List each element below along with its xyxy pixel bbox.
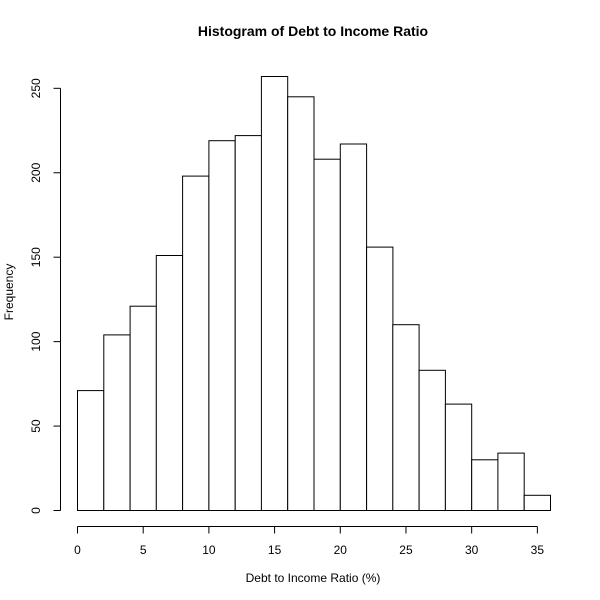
- x-tick-label: 25: [399, 543, 413, 557]
- histogram-bar: [77, 390, 105, 512]
- y-tick-label: 0: [29, 507, 43, 514]
- histogram-bar: [366, 246, 394, 511]
- histogram-bar: [182, 175, 210, 511]
- y-axis: 0 50 100 150 200 250: [29, 78, 61, 514]
- histogram-bar: [234, 135, 262, 511]
- x-tick-label: 35: [531, 543, 545, 557]
- histogram-bar: [392, 324, 420, 512]
- histogram-bar: [287, 96, 315, 512]
- histogram-bar: [155, 255, 184, 511]
- x-tick-label: 15: [268, 543, 282, 557]
- histogram-bar: [339, 143, 368, 511]
- histogram-bar: [471, 459, 499, 511]
- x-tick-label: 0: [74, 543, 81, 557]
- y-axis-label: Frequency: [2, 264, 16, 321]
- x-tick-label: 5: [140, 543, 147, 557]
- x-tick-label: 20: [334, 543, 348, 557]
- x-axis-label: Debt to Income Ratio (%): [246, 571, 381, 585]
- y-tick-label: 50: [29, 419, 43, 433]
- histogram-bar: [523, 494, 552, 511]
- histogram-bar: [418, 369, 446, 511]
- histogram-bar: [444, 403, 473, 512]
- y-tick-label: 100: [29, 331, 43, 351]
- chart-title: Histogram of Debt to Income Ratio: [198, 23, 428, 39]
- y-tick-label: 200: [29, 162, 43, 182]
- histogram-bar: [313, 158, 341, 511]
- histogram-bar: [129, 305, 157, 512]
- x-axis: 0 5 10 15 20 25 30 35: [74, 526, 545, 557]
- histogram-bar: [260, 76, 289, 511]
- histogram-bar: [208, 140, 236, 511]
- histogram-bar: [103, 334, 131, 511]
- x-tick-label: 30: [465, 543, 479, 557]
- x-tick-label: 10: [202, 543, 216, 557]
- histogram-bar: [497, 452, 525, 512]
- bars-group: [77, 76, 552, 512]
- y-tick-label: 250: [29, 78, 43, 98]
- y-tick-label: 150: [29, 247, 43, 267]
